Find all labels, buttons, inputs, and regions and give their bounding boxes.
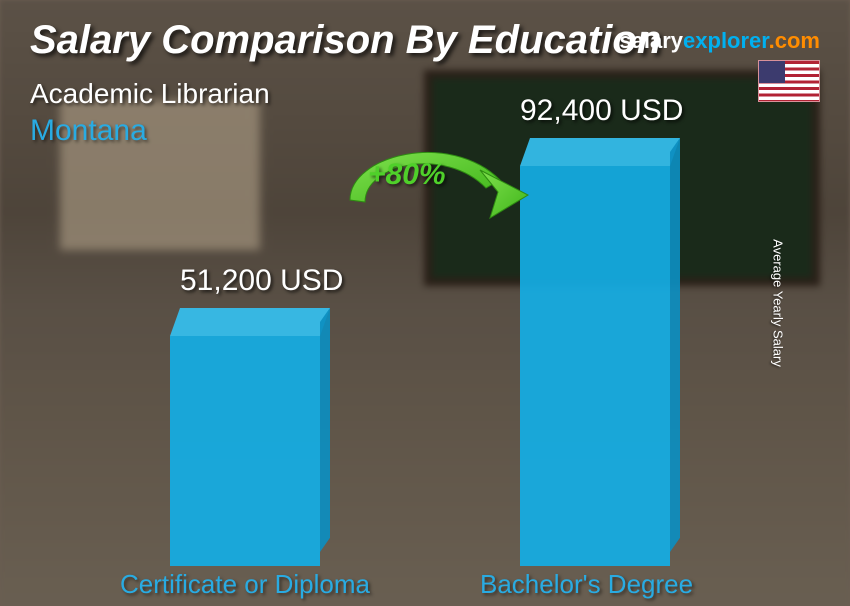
brand-part-1: salary (619, 28, 683, 53)
brand-logo: salaryexplorer.com (619, 28, 820, 54)
bar-1 (170, 308, 330, 566)
bar-value-2: 92,400 USD (520, 94, 683, 128)
brand-part-3: .com (769, 28, 820, 53)
location-label: Montana (30, 114, 147, 148)
category-label-1: Certificate or Diploma (120, 569, 370, 600)
infographic: Salary Comparison By Education Academic … (0, 0, 850, 606)
job-title: Academic Librarian (30, 78, 270, 110)
brand-part-2: explorer (683, 28, 769, 53)
bar-value-1: 51,200 USD (180, 264, 343, 298)
bar-2 (520, 138, 680, 566)
bar-1-body (170, 336, 330, 566)
bar-2-top (520, 138, 680, 166)
page-title: Salary Comparison By Education (30, 18, 661, 63)
category-label-2: Bachelor's Degree (480, 569, 693, 600)
percent-increase-label: +80% (368, 158, 446, 192)
bar-1-top (170, 308, 330, 336)
bar-2-body (520, 166, 680, 566)
country-flag-icon (758, 60, 820, 102)
